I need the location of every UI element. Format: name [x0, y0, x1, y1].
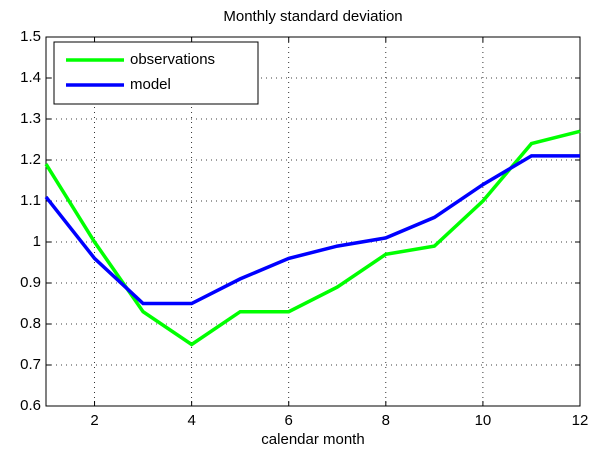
legend-label: observations [130, 51, 215, 68]
y-tick-label: 0.7 [20, 356, 41, 373]
data-line [44, 154, 580, 306]
legend-box [53, 41, 259, 105]
x-axis-label: calendar month [261, 431, 364, 448]
x-tick-label: 12 [572, 412, 589, 429]
x-tick-label: 4 [187, 412, 195, 429]
y-tick-label: 1.3 [20, 110, 41, 127]
y-tick-label: 0.6 [20, 397, 41, 414]
y-tick-label: 0.8 [20, 315, 41, 332]
plot-frame [45, 36, 581, 407]
y-tick-label: 1.1 [20, 192, 41, 209]
y-tick-label: 1.5 [20, 28, 41, 45]
y-tick-label: 1 [33, 233, 41, 250]
x-tick-label: 10 [475, 412, 492, 429]
chart-title: Monthly standard deviation [223, 8, 402, 25]
x-tick-label: 6 [285, 412, 293, 429]
x-tick-label: 8 [382, 412, 390, 429]
y-tick-label: 1.2 [20, 151, 41, 168]
y-tick-label: 0.9 [20, 274, 41, 291]
legend-label: model [130, 76, 171, 93]
data-line [44, 129, 581, 347]
x-tick-label: 2 [90, 412, 98, 429]
y-tick-label: 1.4 [20, 69, 41, 86]
